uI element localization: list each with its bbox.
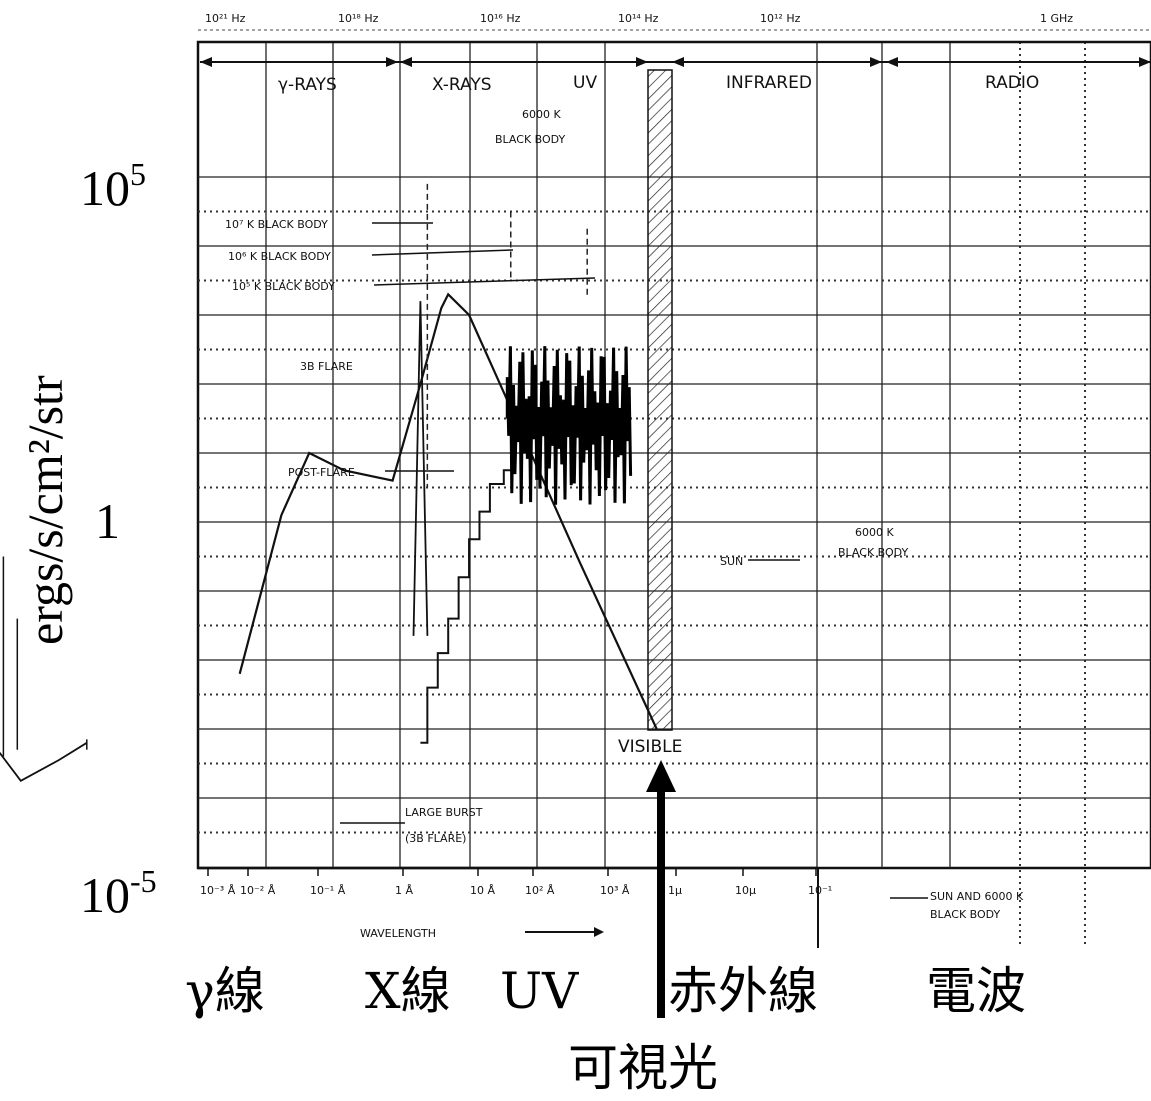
wavelength-tick-label: 10² Å xyxy=(525,884,555,897)
annotation-3b-flare: 3B FLARE xyxy=(300,360,353,373)
jp-radio-label: 電波 xyxy=(926,962,1026,1020)
freq-tick-label: 10¹⁸ Hz xyxy=(338,12,379,25)
freq-tick-label: 10¹⁴ Hz xyxy=(618,12,659,25)
band-x-rays: X-RAYS xyxy=(432,75,492,95)
wavelength-axis: WAVELENGTH 10⁻³ Å 10⁻² Å 10⁻¹ Å 1 Å 10 Å 10² … xyxy=(198,866,832,948)
y-tick-label: 10-5 xyxy=(80,863,157,923)
annotation-6000k-right: 6000 K xyxy=(855,526,894,539)
y-axis-label: ergs/s/cm²/str xyxy=(17,375,73,645)
jp-infrared-label: 赤外線 xyxy=(668,962,818,1020)
annotation-6000k-top: 6000 K xyxy=(522,108,561,121)
annotation-6000k-right-bb: BLACK BODY xyxy=(838,546,909,559)
xray-staircase xyxy=(420,411,526,744)
y-tick-label: 105 xyxy=(80,156,146,216)
wavelength-tick-label: 10 Å xyxy=(470,884,495,897)
band-gamma-rays: γ-RAYS xyxy=(278,75,337,95)
freq-tick-label: 10²¹ Hz xyxy=(205,12,246,25)
freq-tick-label: 10¹⁶ Hz xyxy=(480,12,521,25)
wavelength-tick-label: 10³ Å xyxy=(600,884,630,897)
wavelength-tick-label: 10μ xyxy=(735,884,756,897)
annotation-post-flare: POST-FLARE xyxy=(288,466,355,479)
wavelength-tick-label: 10⁻¹ xyxy=(808,884,832,897)
visible-arrow xyxy=(646,760,676,1018)
visible-label: VISIBLE xyxy=(618,737,682,757)
band-uv: UV xyxy=(573,73,597,93)
series-layer xyxy=(0,183,658,782)
annotation-3b-flare-paren: (3B FLARE) xyxy=(405,832,466,845)
annotation-large-burst: LARGE BURST xyxy=(405,806,483,819)
y-ticks: 105 1 10-5 xyxy=(80,156,157,923)
series-line xyxy=(412,301,429,636)
jp-gamma-label: γ線 xyxy=(185,962,265,1020)
grid xyxy=(196,40,1151,948)
x-axis-label: WAVELENGTH xyxy=(360,927,436,940)
annotation-6000k-top-bb: BLACK BODY xyxy=(495,133,566,146)
annotation-sun-and-6000k-bb: BLACK BODY xyxy=(930,908,1001,921)
jp-xray-label: X線 xyxy=(365,962,451,1020)
wavelength-tick-label: 10⁻¹ Å xyxy=(310,884,346,897)
visible-band xyxy=(647,69,673,731)
wavelength-tick-label: 10⁻³ Å xyxy=(200,884,236,897)
annotation-1e7k: 10⁷ K BLACK BODY xyxy=(225,218,328,231)
flare-region xyxy=(505,346,633,505)
series-line xyxy=(0,742,88,782)
jp-visible-label: 可視光 xyxy=(568,1039,718,1097)
wavelength-tick-label: 1μ xyxy=(668,884,682,897)
wavelength-tick-label: 1 Å xyxy=(395,884,413,897)
freq-tick-label: 10¹² Hz xyxy=(760,12,801,25)
annotation-1e5k: 10⁵ K BLACK BODY xyxy=(232,280,335,293)
y-tick-label: 1 xyxy=(95,493,120,549)
band-row: γ-RAYS X-RAYS UV INFRARED RADIO xyxy=(200,57,1151,95)
wavelength-tick-label: 10⁻² Å xyxy=(240,884,276,897)
band-radio: RADIO xyxy=(985,73,1039,93)
flare-trace xyxy=(505,346,633,505)
annotation-sun: SUN xyxy=(720,555,743,568)
band-infrared: INFRARED xyxy=(726,73,812,93)
annotation-1e6k: 10⁶ K BLACK BODY xyxy=(228,250,331,263)
jp-uv-label: UV xyxy=(500,962,579,1020)
annotation-sun-and-6000k: SUN AND 6000 K xyxy=(930,890,1024,903)
annotations: 6000 K BLACK BODY 10⁷ K BLACK BODY 10⁶ K… xyxy=(225,108,1024,921)
frequency-axis: 10²¹ Hz 10¹⁸ Hz 10¹⁶ Hz 10¹⁴ Hz 10¹² Hz … xyxy=(198,12,1151,43)
japanese-labels: γ線 X線 UV 赤外線 電波 可視光 xyxy=(185,962,1026,1097)
freq-tick-label: 1 GHz xyxy=(1040,12,1073,25)
